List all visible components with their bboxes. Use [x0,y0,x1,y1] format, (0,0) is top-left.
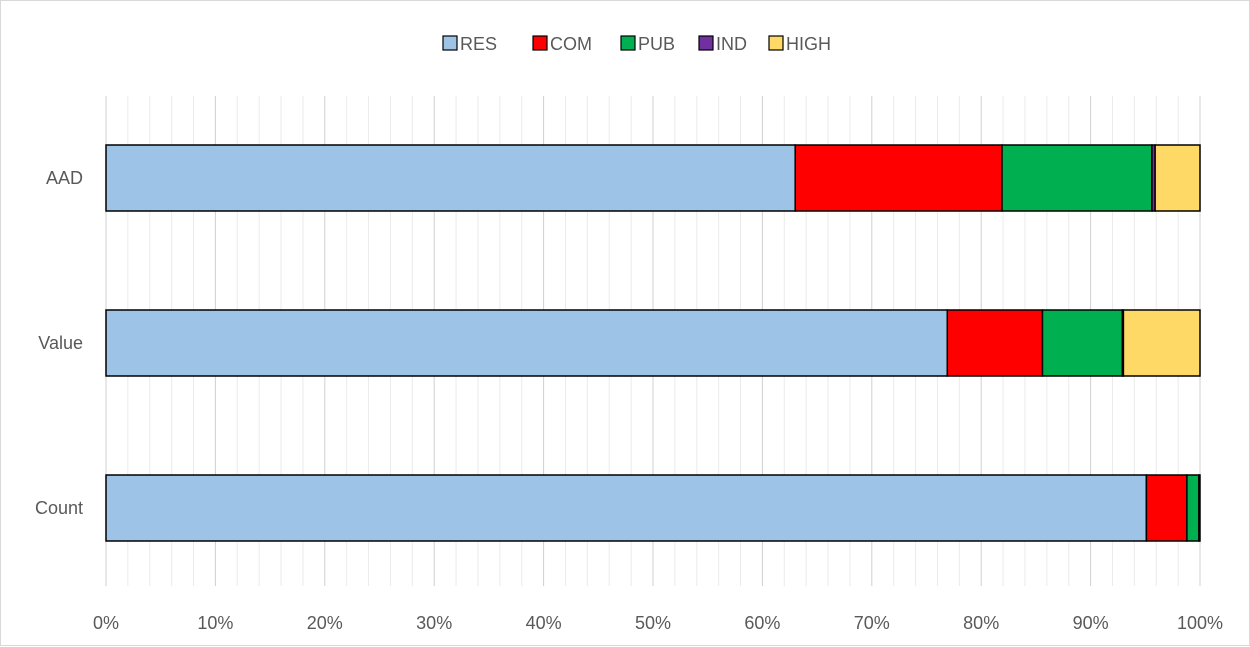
legend-label-high: HIGH [786,34,831,54]
bar-segment-high-count [1198,474,1201,542]
category-label-value: Value [38,333,83,353]
bar-segment-high-value [1122,309,1201,377]
legend-swatch-high [768,35,784,51]
legend-label-ind: IND [716,34,747,54]
bars [105,144,1201,542]
bar-segment-res-count [105,474,1148,542]
legend: RES COM PUB IND HIGH [442,34,831,54]
category-label-count: Count [35,498,83,518]
bar-segment-res-value [105,309,949,377]
legend-label-com: COM [550,34,592,54]
x-tick-label: 100% [1177,613,1223,633]
x-tick-label: 20% [307,613,343,633]
legend-swatch-ind [698,35,714,51]
legend-swatch-pub [620,35,636,51]
bar-segment-pub-count [1186,474,1200,542]
bar-segment-com-count [1145,474,1188,542]
bar-segment-high-aad [1154,144,1201,212]
x-tick-label: 10% [197,613,233,633]
bar-segment-com-value [946,309,1044,377]
x-tick-label: 30% [416,613,452,633]
x-tick-label: 70% [854,613,890,633]
bar-segment-pub-value [1041,309,1124,377]
bar-segment-pub-aad [1001,144,1153,212]
x-tick-label: 0% [93,613,119,633]
x-tick-label: 60% [744,613,780,633]
bar-segment-res-aad [105,144,796,212]
axes: AAD Value Count 0% 10% 20% 30% 40% 50% 60% 70% 80% 9… [35,168,1223,633]
x-tick-label: 50% [635,613,671,633]
category-label-aad: AAD [46,168,83,188]
x-tick-label: 80% [963,613,999,633]
legend-label-pub: PUB [638,34,675,54]
legend-label-res: RES [460,34,497,54]
legend-swatch-com [532,35,548,51]
bar-segment-com-aad [794,144,1003,212]
x-tick-label: 40% [526,613,562,633]
x-tick-label: 90% [1073,613,1109,633]
legend-swatch-res [442,35,458,51]
